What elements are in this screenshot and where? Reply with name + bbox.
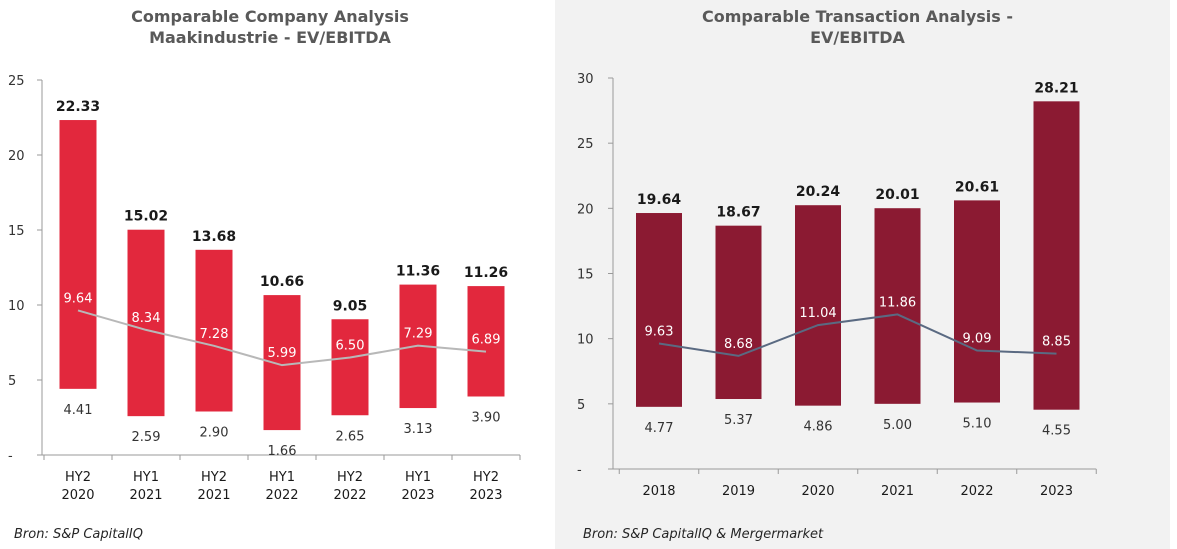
low-value-label: 2.59 <box>132 430 161 445</box>
x-category-label: 2022 <box>960 484 993 499</box>
x-category-label: 2022 <box>265 488 298 503</box>
median-value-label: 5.99 <box>268 346 297 361</box>
median-value-label: 8.68 <box>724 337 753 352</box>
median-value-label: 7.28 <box>200 327 229 342</box>
high-value-label: 20.24 <box>796 184 841 200</box>
high-value-label: 11.26 <box>464 265 508 281</box>
range-bar <box>1033 101 1080 410</box>
chart-title-company: Comparable Company Analysis Maakindustri… <box>10 6 530 48</box>
x-category-label: HY1 <box>269 470 295 485</box>
y-tick-label: 15 <box>8 224 25 239</box>
y-tick-label: 15 <box>577 268 594 283</box>
y-tick-label: 5 <box>8 374 16 389</box>
range-bar <box>715 225 762 400</box>
high-value-label: 19.64 <box>637 192 682 208</box>
x-category-label: HY2 <box>65 470 91 485</box>
median-line <box>658 313 1057 357</box>
chart-title-line-1: Comparable Company Analysis <box>131 7 409 26</box>
high-value-label: 10.66 <box>260 274 304 290</box>
chart-panel-company: Comparable Company Analysis Maakindustri… <box>0 0 521 549</box>
low-value-label: 5.37 <box>724 413 753 428</box>
x-category-label: 2021 <box>197 488 230 503</box>
high-value-label: 22.33 <box>56 99 100 115</box>
median-value-label: 11.86 <box>879 295 916 310</box>
high-value-label: 13.68 <box>192 229 236 245</box>
low-value-label: 3.90 <box>472 411 501 426</box>
low-value-label: 1.66 <box>268 444 297 459</box>
y-tick-label: 20 <box>8 149 25 164</box>
range-bar <box>636 213 682 407</box>
x-category-label: 2018 <box>642 484 675 499</box>
range-bar <box>954 200 1000 403</box>
range-bar <box>795 205 841 406</box>
median-value-label: 9.63 <box>645 324 674 339</box>
range-bar <box>127 229 165 417</box>
y-tick-label: 5 <box>577 398 585 413</box>
chart-title-line-2: Maakindustrie - EV/EBITDA <box>149 28 391 47</box>
x-category-label: 2023 <box>469 488 502 503</box>
x-category-label: 2023 <box>1040 484 1073 499</box>
high-value-label: 28.21 <box>1034 80 1078 96</box>
chart-source-company: Bron: S&P CapitalIQ <box>14 527 143 542</box>
x-category-label: 2020 <box>801 484 834 499</box>
y-tick-label: 25 <box>577 137 594 152</box>
low-value-label: 2.90 <box>200 426 229 441</box>
x-category-label: 2022 <box>333 488 366 503</box>
range-bar <box>331 319 369 416</box>
low-value-label: 5.00 <box>883 418 912 433</box>
range-bar <box>59 120 97 389</box>
y-tick-label: 30 <box>577 72 594 87</box>
range-bar <box>467 286 505 397</box>
high-value-label: 11.36 <box>396 264 440 280</box>
chart-title-line-1: Comparable Transaction Analysis - <box>701 7 1014 26</box>
high-value-label: 18.67 <box>716 205 760 221</box>
x-category-label: HY2 <box>473 470 499 485</box>
y-tick-label: 25 <box>8 74 25 89</box>
median-value-label: 9.09 <box>963 332 992 347</box>
x-category-label: HY1 <box>405 470 431 485</box>
chart-transaction-svg: - 5 10 15 20 25 30 19.64 4.77 2018 18.67 5.37 2019 20… <box>577 72 1097 499</box>
median-value-label: 8.34 <box>132 311 161 326</box>
low-value-label: 4.86 <box>804 420 833 435</box>
low-value-label: 3.13 <box>404 422 433 437</box>
low-value-label: 2.65 <box>336 429 365 444</box>
median-value-label: 6.50 <box>336 339 365 354</box>
x-category-label: 2021 <box>881 484 914 499</box>
x-category-label: 2019 <box>722 484 755 499</box>
median-line <box>77 309 487 367</box>
x-category-label: HY1 <box>133 470 159 485</box>
median-value-label: 11.04 <box>799 306 836 321</box>
range-bar <box>874 208 921 404</box>
y-tick-label: - <box>577 463 582 478</box>
high-value-label: 20.61 <box>955 179 999 195</box>
x-category-label: 2020 <box>61 488 94 503</box>
range-bar <box>263 295 301 431</box>
chart-title-transaction: Comparable Transaction Analysis - EV/EBI… <box>550 6 1165 48</box>
x-category-label: 2023 <box>401 488 434 503</box>
median-value-label: 9.64 <box>64 291 93 306</box>
median-value-label: 7.29 <box>404 327 433 342</box>
chart-panel-transaction: Comparable Transaction Analysis - EV/EBI… <box>555 0 1170 549</box>
high-value-label: 9.05 <box>333 298 368 314</box>
y-tick-label: - <box>8 449 13 464</box>
median-value-label: 6.89 <box>472 333 501 348</box>
range-bar <box>195 249 233 412</box>
y-tick-label: 10 <box>577 333 594 348</box>
y-tick-label: 10 <box>8 299 25 314</box>
x-category-label: 2021 <box>129 488 162 503</box>
chart-title-line-2: EV/EBITDA <box>810 28 905 47</box>
high-value-label: 15.02 <box>124 209 168 225</box>
high-value-label: 20.01 <box>875 187 919 203</box>
y-tick-label: 20 <box>577 202 594 217</box>
chart-source-transaction: Bron: S&P CapitalIQ & Mergermarket <box>583 527 824 542</box>
chart-company-svg: - 5 10 15 20 25 22.33 4.41 HY2 2020 15.02 2.59 HY1 20… <box>8 74 521 503</box>
median-value-label: 8.85 <box>1042 335 1071 350</box>
low-value-label: 4.41 <box>64 403 93 418</box>
low-value-label: 4.55 <box>1042 424 1071 439</box>
low-value-label: 5.10 <box>963 417 992 432</box>
x-category-label: HY2 <box>201 470 227 485</box>
low-value-label: 4.77 <box>645 421 674 436</box>
x-category-label: HY2 <box>337 470 363 485</box>
